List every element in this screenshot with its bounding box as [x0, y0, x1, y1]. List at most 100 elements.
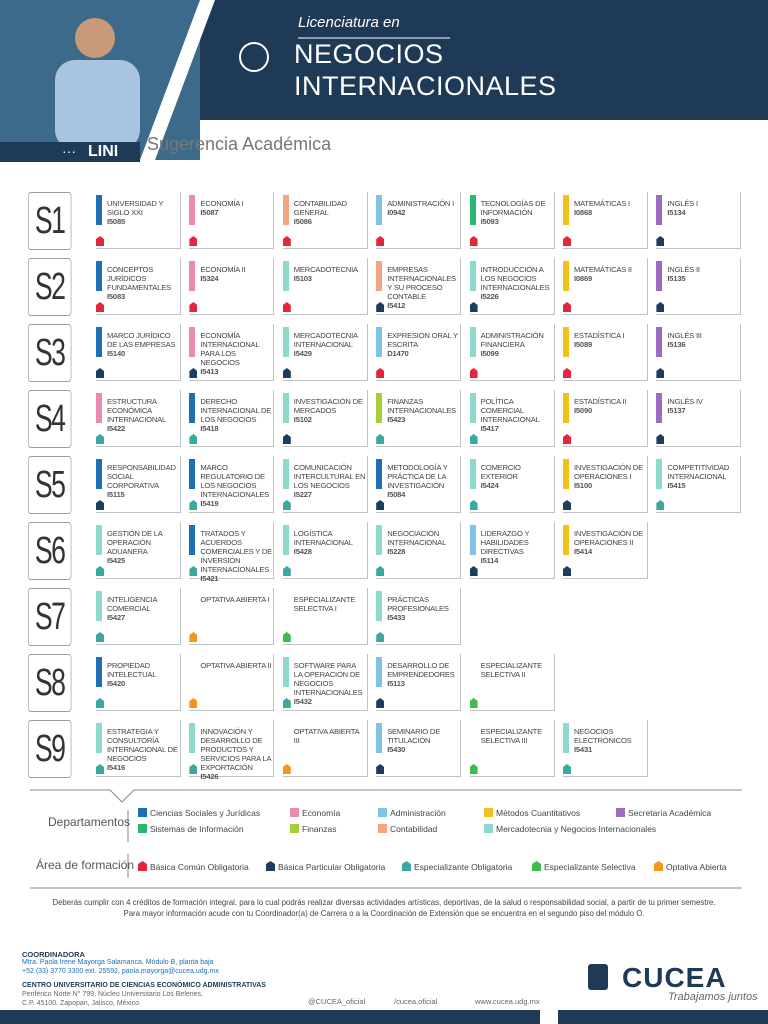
- course-code: I5426: [200, 772, 219, 781]
- course-text: MATEMÁTICAS I I0868: [574, 199, 646, 217]
- course-name: INGLÉS IV: [667, 397, 703, 406]
- course-code: I5089: [574, 340, 593, 349]
- course-code: I5432: [293, 697, 312, 706]
- department-bar: [563, 723, 569, 753]
- department-bar: [282, 327, 289, 357]
- course-text: INGLÉS IV I5137: [667, 397, 739, 415]
- course-card: MATEMÁTICAS II I0869: [563, 258, 648, 315]
- area-icon: [96, 698, 104, 708]
- course-code: I0869: [574, 274, 593, 283]
- area-icon: [469, 500, 478, 510]
- legend-item: Mercadotecnia y Negocios Internacionales: [484, 824, 656, 834]
- legend-title: Área de formación: [36, 858, 135, 872]
- course-card: INGLÉS II I5135: [656, 258, 742, 315]
- course-text: ESTADÍSTICA II I5090: [574, 397, 646, 415]
- course-name: EMPRESAS INTERNACIONALES Y SU PROCESO CO…: [387, 265, 456, 301]
- legend-item: Administración: [378, 808, 446, 818]
- area-icon: [656, 368, 665, 378]
- course-text: INVESTIGACIÓN DE OPERACIONES II I5414: [574, 529, 646, 556]
- legend-item: Métodos Cuantitativos: [484, 808, 580, 818]
- area-icon: [376, 566, 385, 576]
- course-text: INVESTIGACIÓN DE MERCADOS I5102: [294, 397, 366, 424]
- area-icon: [96, 500, 104, 510]
- course-name: INVESTIGACIÓN DE OPERACIONES II: [574, 529, 643, 547]
- area-icon: [656, 434, 665, 444]
- course-code: I5227: [293, 490, 312, 499]
- course-code: I5083: [107, 292, 126, 301]
- program-title: NEGOCIOS INTERNACIONALES: [294, 39, 557, 101]
- area-icon: [563, 236, 571, 246]
- area-icon: [282, 764, 291, 774]
- course-text: GESTIÓN DE LA OPERACIÓN ADUANERA I5425: [107, 529, 179, 565]
- course-name: INTELIGENCIA COMERCIAL: [107, 595, 157, 613]
- semester-label: S9: [28, 720, 72, 778]
- course-card: NEGOCIACIÓN INTERNACIONAL I5228: [376, 522, 462, 579]
- legend-swatch: [290, 808, 299, 817]
- legend-item: Contabilidad: [378, 824, 437, 834]
- course-name: SOFTWARE PARA LA OPERACIÓN DE NEGOCIOS I…: [293, 661, 363, 697]
- course-text: OPTATIVA ABIERTA II: [200, 661, 272, 670]
- course-code: I5425: [107, 556, 126, 565]
- legend-swatch: [138, 824, 147, 833]
- course-card: MARCO JURÍDICO DE LAS EMPRESAS I5140: [96, 324, 181, 381]
- course-code: I5136: [667, 340, 686, 349]
- course-text: SOFTWARE PARA LA OPERACIÓN DE NEGOCIOS I…: [294, 661, 366, 706]
- area-icon: [189, 632, 198, 642]
- course-text: MARCO JURÍDICO DE LAS EMPRESAS I5140: [107, 331, 179, 358]
- course-text: EXPRESIÓN ORAL Y ESCRITA D1470: [387, 331, 459, 358]
- course-text: ECONOMÍA I I5087: [200, 199, 272, 217]
- course-code: I5431: [574, 745, 593, 754]
- course-card: LOGÍSTICA INTERNACIONAL I5428: [282, 522, 368, 579]
- course-card: COMERCIO EXTERIOR I5424: [469, 456, 555, 513]
- course-text: INGLÉS I I5134: [667, 199, 739, 217]
- course-text: LIDERAZGO Y HABILIDADES DIRECTIVAS I5114: [481, 529, 553, 565]
- course-text: PROPIEDAD INTELECTUAL I5420: [107, 661, 179, 688]
- legend-label: Secretaría Académica: [628, 808, 712, 818]
- footer-band: [0, 1010, 540, 1024]
- course-text: COMERCIO EXTERIOR I5424: [481, 463, 553, 490]
- course-name: MERCADOTECNIA: [293, 265, 358, 274]
- area-icon: [282, 698, 291, 708]
- course-text: MATEMÁTICAS II I0869: [574, 265, 646, 283]
- course-text: ESTRATEGIA Y CONSULTORÍA INTERNACIONAL D…: [107, 727, 179, 772]
- department-bar: [656, 459, 663, 489]
- department-bar: [282, 261, 289, 291]
- course-name: EXPRESIÓN ORAL Y ESCRITA: [387, 331, 458, 349]
- course-name: UNIVERSIDAD Y SIGLO XXI: [107, 199, 164, 217]
- course-name: NEGOCIOS ELECTRÓNICOS: [574, 727, 632, 745]
- acronym: LINI: [88, 143, 119, 160]
- department-bar: [96, 459, 102, 489]
- course-name: INGLÉS II: [667, 265, 700, 274]
- course-name: INVESTIGACIÓN DE OPERACIONES I: [574, 463, 643, 481]
- area-icon: [282, 368, 291, 378]
- course-card: INGLÉS I I5134: [656, 192, 742, 249]
- area-icon: [282, 632, 291, 642]
- course-card: EMPRESAS INTERNACIONALES Y SU PROCESO CO…: [376, 258, 462, 315]
- semester-label: S6: [28, 522, 72, 580]
- area-icon: [469, 698, 478, 708]
- legend-icon: [532, 861, 541, 871]
- course-name: INVESTIGACIÓN DE MERCADOS: [293, 397, 363, 415]
- legend-item: Básica Común Obligatoria: [138, 861, 249, 872]
- course-name: TRATADOS Y ACUERDOS COMERCIALES Y DE INV…: [200, 529, 273, 574]
- area-icon: [189, 698, 198, 708]
- logo: CUCEA: [622, 962, 727, 993]
- area-icon: [376, 698, 385, 708]
- course-text: FINANZAS INTERNACIONALES I5423: [387, 397, 459, 424]
- area-icon: [96, 764, 104, 774]
- course-name: OPTATIVA ABIERTA III: [293, 727, 360, 745]
- course-card: ESPECIALIZANTE SELECTIVA I: [282, 588, 368, 645]
- footer-band: [558, 1010, 768, 1024]
- course-name: INNOVACIÓN Y DESARROLLO DE PRODUCTOS Y S…: [200, 727, 271, 772]
- course-name: ESTRATEGIA Y CONSULTORÍA INTERNACIONAL D…: [107, 727, 178, 763]
- legend-art: [30, 789, 742, 889]
- department-bar: [376, 393, 383, 423]
- course-text: EMPRESAS INTERNACIONALES Y SU PROCESO CO…: [387, 265, 459, 310]
- course-code: I5417: [480, 424, 499, 433]
- legend-label: Básica Particular Obligatoria: [278, 862, 386, 872]
- area-icon: [376, 302, 385, 312]
- course-text: MERCADOTECNIA I5103: [294, 265, 366, 283]
- semester-label: S2: [28, 258, 72, 316]
- semester-label: S7: [28, 588, 72, 646]
- department-bar: [282, 393, 289, 423]
